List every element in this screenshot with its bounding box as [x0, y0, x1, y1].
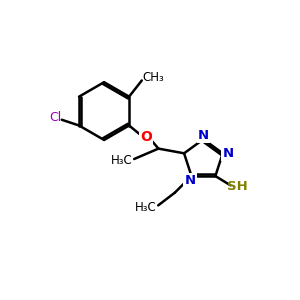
- Text: H₃C: H₃C: [135, 201, 157, 214]
- Text: Cl: Cl: [49, 111, 62, 124]
- Text: N: N: [185, 174, 196, 187]
- Text: N: N: [198, 129, 209, 142]
- Text: CH₃: CH₃: [142, 71, 164, 84]
- Text: N: N: [222, 147, 233, 160]
- Text: SH: SH: [227, 180, 248, 193]
- Text: O: O: [140, 130, 152, 144]
- Text: H₃C: H₃C: [111, 154, 133, 167]
